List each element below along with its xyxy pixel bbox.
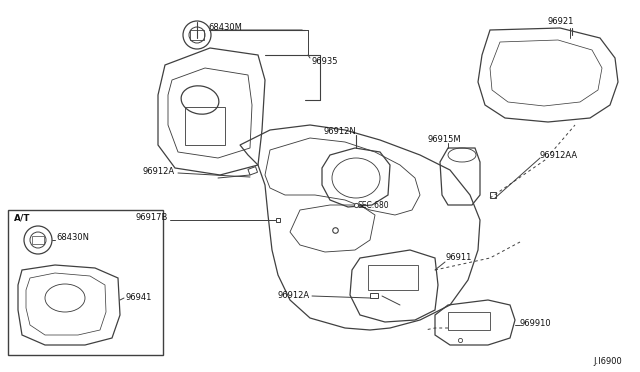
Bar: [32, 236, 44, 244]
Text: 96911: 96911: [445, 253, 472, 263]
Text: 96912N: 96912N: [324, 128, 356, 137]
Text: SEC.680: SEC.680: [358, 201, 390, 209]
Bar: [185, 107, 225, 145]
Text: 96921: 96921: [548, 17, 574, 26]
Text: 96912A: 96912A: [278, 291, 310, 299]
Bar: [248, 167, 257, 175]
Text: 96912AA: 96912AA: [540, 151, 578, 160]
Bar: [190, 30, 204, 40]
Bar: [370, 293, 378, 298]
Text: 68430N: 68430N: [56, 232, 89, 241]
Text: A/T: A/T: [14, 214, 31, 222]
Text: J.I6900: J.I6900: [593, 357, 622, 366]
Text: 96915M: 96915M: [428, 135, 461, 144]
Bar: [448, 312, 490, 330]
Text: 96941: 96941: [125, 294, 152, 302]
Text: 96935: 96935: [312, 58, 339, 67]
Bar: [368, 265, 418, 290]
Bar: [490, 192, 496, 198]
Text: 969910: 969910: [520, 318, 552, 327]
Text: 96912A: 96912A: [143, 167, 175, 176]
Text: 68430M: 68430M: [208, 22, 242, 32]
Text: 96917B: 96917B: [136, 214, 168, 222]
Bar: [8, 210, 163, 355]
